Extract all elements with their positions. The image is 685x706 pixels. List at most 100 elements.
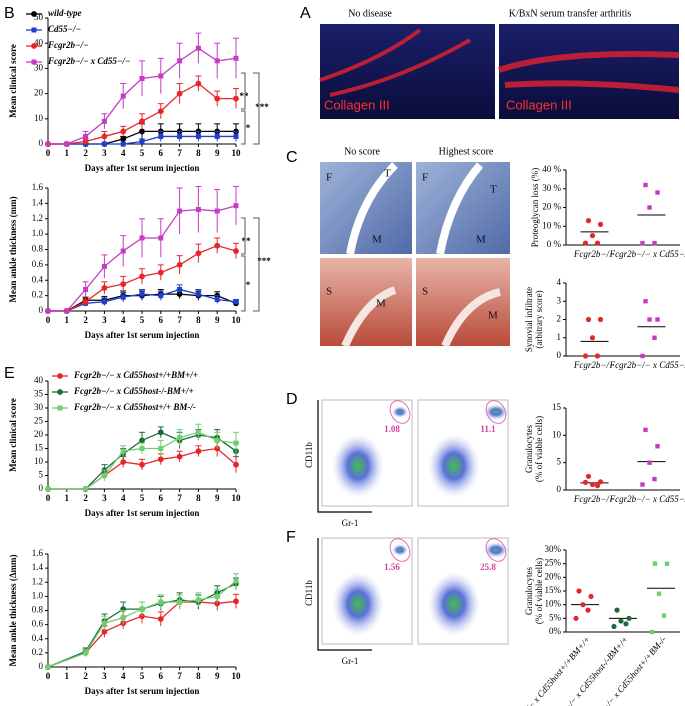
marker (139, 291, 145, 297)
x-tick-label: 5 (140, 493, 145, 503)
marker (45, 664, 51, 670)
marker (233, 248, 239, 254)
marker (139, 606, 145, 612)
significance: *** (257, 256, 271, 266)
flow-axis-label: Gr-1 (342, 518, 359, 528)
marker (233, 440, 239, 446)
gate (485, 400, 507, 424)
marker (652, 476, 657, 482)
tissue-label: M (372, 234, 382, 246)
x-tick-label: Fcgr2b−/− (573, 360, 615, 370)
x-tick-label: 4 (121, 671, 126, 681)
marker (101, 133, 108, 140)
x-tick-label: Fcgr2b−/− x Cd55−/− (609, 494, 685, 504)
marker (233, 461, 239, 468)
tissue-label: T (490, 184, 497, 196)
marker (31, 27, 37, 33)
marker (611, 623, 617, 630)
y-tick-label: 0 (557, 484, 562, 494)
marker (57, 405, 63, 411)
significance: ** (240, 91, 250, 101)
y-tick-label: 30 (34, 402, 44, 412)
marker (158, 73, 164, 79)
x-tick-label: 3 (102, 315, 107, 325)
cartilage (341, 286, 502, 348)
marker (101, 620, 107, 626)
x-tick-label: Fcgr2b−/− x Cd55−/− (609, 249, 685, 259)
marker (655, 444, 660, 449)
x-axis-title: Days after 1st serum injection (85, 508, 200, 518)
bracket (241, 217, 246, 255)
y-tick-label: 10 (552, 429, 562, 439)
gate (389, 400, 411, 424)
marker (664, 561, 670, 566)
marker (83, 486, 89, 492)
y-tick-label: 30 % (542, 183, 561, 193)
panel-letter: F (286, 529, 296, 546)
x-tick-label: 3 (102, 671, 107, 681)
stain (319, 28, 471, 97)
y-tick-label: 25% (545, 558, 562, 568)
gate-value: 1.56 (384, 562, 400, 572)
image-title: Highest score (439, 146, 494, 157)
image-title: No score (344, 146, 380, 157)
x-tick-label: 0 (46, 671, 51, 681)
x-tick-label: 9 (215, 671, 220, 681)
x-tick-label: 7 (177, 671, 182, 681)
significance: * (246, 123, 251, 133)
y-tick-label: 1.2 (32, 213, 43, 223)
marker (655, 190, 660, 195)
marker (640, 353, 645, 359)
legend-label: Fcgr2b−/− (47, 40, 88, 50)
y-tick-label: 0.8 (32, 605, 44, 615)
marker (177, 286, 183, 292)
bracket (241, 72, 246, 110)
x-tick-label: 4 (121, 315, 126, 325)
y-tick-label: 0 (39, 138, 44, 148)
x-tick-label: 6 (159, 493, 164, 503)
marker (139, 273, 145, 280)
marker (614, 607, 620, 613)
marker (589, 335, 596, 341)
marker (83, 286, 89, 292)
legend-label: Fcgr2b−/− x Cd55−/− (47, 56, 130, 66)
flow-plots: CD11b Gr-1 1.08 11.1 CD11b Gr-1 1.56 25.8 (304, 399, 509, 666)
marker (652, 240, 657, 246)
marker (120, 448, 126, 454)
stain (498, 51, 680, 93)
marker (594, 240, 601, 246)
marker (139, 461, 145, 468)
panel-letter: A (300, 5, 311, 22)
tissue-label: M (376, 298, 386, 310)
legend-label: Fcgr2b−/− x Cd55host+/+ BM-/- (73, 402, 196, 412)
x-tick-label: 2 (83, 315, 88, 325)
marker (139, 235, 145, 241)
marker (594, 353, 601, 359)
x-tick-label: 9 (215, 148, 220, 158)
marker (661, 613, 667, 618)
panel-c-images: No score Highest score F T M F T M S M S… (320, 146, 510, 348)
marker (101, 299, 107, 305)
y-tick-label: 20% (545, 571, 562, 581)
micrograph (416, 258, 510, 346)
x-tick-label: 3 (102, 493, 107, 503)
y-tick-label: 30% (545, 544, 562, 554)
x-tick-label: 1 (65, 671, 70, 681)
x-tick-label: Fcgr2b−/− (573, 249, 615, 259)
marker (195, 448, 202, 455)
panel-letters: A B C D E F (4, 5, 311, 546)
x-tick-label: 8 (196, 148, 201, 158)
marker (83, 133, 89, 139)
gate (485, 538, 507, 562)
marker (214, 296, 220, 302)
x-axis-title: Days after 1st serum injection (85, 686, 200, 696)
legend-label: Cd55−/− (48, 24, 81, 34)
series-line (47, 580, 237, 668)
marker (120, 248, 126, 254)
marker (31, 59, 37, 65)
panel-letter: C (286, 149, 298, 166)
marker (45, 141, 51, 147)
significance: *** (255, 102, 269, 112)
y-axis-title: (arbitrary score) (534, 290, 544, 348)
marker (233, 578, 239, 584)
